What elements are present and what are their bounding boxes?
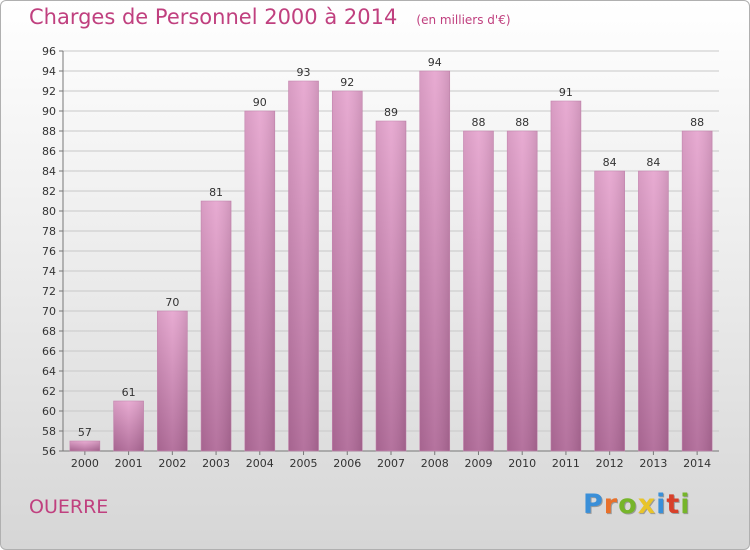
- bar-shade: [419, 71, 450, 451]
- y-tick-label: 56: [42, 445, 56, 458]
- y-tick-label: 88: [42, 125, 56, 138]
- bar-shade: [201, 201, 232, 451]
- commune-name: OUERRE: [29, 496, 109, 518]
- data-label: 57: [78, 426, 92, 439]
- data-label: 88: [515, 116, 529, 129]
- data-label: 81: [209, 186, 223, 199]
- bar-shade: [682, 131, 713, 451]
- y-tick-label: 76: [42, 245, 56, 258]
- bar-shade: [69, 441, 100, 451]
- logo-letter: r: [603, 489, 619, 520]
- logo-letter: x: [637, 489, 657, 520]
- logo-letter: o: [618, 489, 638, 520]
- data-label: 61: [122, 386, 136, 399]
- data-label: 84: [646, 156, 660, 169]
- proxiti-logo: Proxiti: [583, 489, 691, 520]
- bar-shade: [288, 81, 319, 451]
- x-tick-label: 2001: [115, 457, 143, 470]
- bar-shade: [113, 401, 144, 451]
- x-tick-label: 2013: [639, 457, 667, 470]
- bar-shade: [463, 131, 494, 451]
- title-row: Charges de Personnel 2000 à 2014 (en mil…: [29, 5, 511, 29]
- y-tick-label: 92: [42, 85, 56, 98]
- y-tick-label: 72: [42, 285, 56, 298]
- bar-shade: [157, 311, 188, 451]
- data-label: 90: [253, 96, 267, 109]
- logo-letter: P: [583, 489, 604, 520]
- x-tick-label: 2011: [552, 457, 580, 470]
- bar-shade: [550, 101, 581, 451]
- data-label: 84: [603, 156, 617, 169]
- chart-title: Charges de Personnel 2000 à 2014: [29, 5, 398, 29]
- data-label: 88: [471, 116, 485, 129]
- x-tick-label: 2007: [377, 457, 405, 470]
- bar-shade: [244, 111, 275, 451]
- y-tick-label: 80: [42, 205, 56, 218]
- logo-letter: i: [656, 489, 667, 520]
- data-label: 70: [165, 296, 179, 309]
- x-tick-label: 2014: [683, 457, 711, 470]
- data-label: 91: [559, 86, 573, 99]
- y-tick-label: 96: [42, 45, 56, 58]
- x-tick-label: 2006: [333, 457, 361, 470]
- bar-shade: [507, 131, 538, 451]
- data-label: 92: [340, 76, 354, 89]
- x-tick-label: 2005: [290, 457, 318, 470]
- y-tick-label: 64: [42, 365, 56, 378]
- y-tick-label: 66: [42, 345, 56, 358]
- y-tick-label: 84: [42, 165, 56, 178]
- x-tick-label: 2009: [464, 457, 492, 470]
- x-tick-label: 2004: [246, 457, 274, 470]
- y-tick-label: 62: [42, 385, 56, 398]
- data-label: 93: [297, 66, 311, 79]
- unit-label: (en milliers d'€): [416, 13, 511, 27]
- data-label: 89: [384, 106, 398, 119]
- logo-letter: t: [666, 489, 681, 520]
- data-label: 94: [428, 56, 442, 69]
- bar-shade: [376, 121, 406, 451]
- y-tick-label: 60: [42, 405, 56, 418]
- x-tick-label: 2012: [596, 457, 624, 470]
- y-tick-label: 86: [42, 145, 56, 158]
- y-tick-label: 82: [42, 185, 56, 198]
- y-tick-label: 74: [42, 265, 56, 278]
- y-tick-label: 90: [42, 105, 56, 118]
- y-tick-label: 68: [42, 325, 56, 338]
- y-tick-label: 78: [42, 225, 56, 238]
- x-tick-label: 2008: [421, 457, 449, 470]
- y-tick-label: 70: [42, 305, 56, 318]
- bar-shade: [332, 91, 363, 451]
- data-label: 88: [690, 116, 704, 129]
- logo-letter: i: [680, 489, 691, 520]
- y-tick-label: 94: [42, 65, 56, 78]
- bar-shade: [594, 171, 625, 451]
- y-tick-label: 58: [42, 425, 56, 438]
- x-tick-label: 2010: [508, 457, 536, 470]
- x-tick-label: 2002: [158, 457, 186, 470]
- x-tick-label: 2003: [202, 457, 230, 470]
- x-tick-label: 2000: [71, 457, 99, 470]
- bar-shade: [638, 171, 669, 451]
